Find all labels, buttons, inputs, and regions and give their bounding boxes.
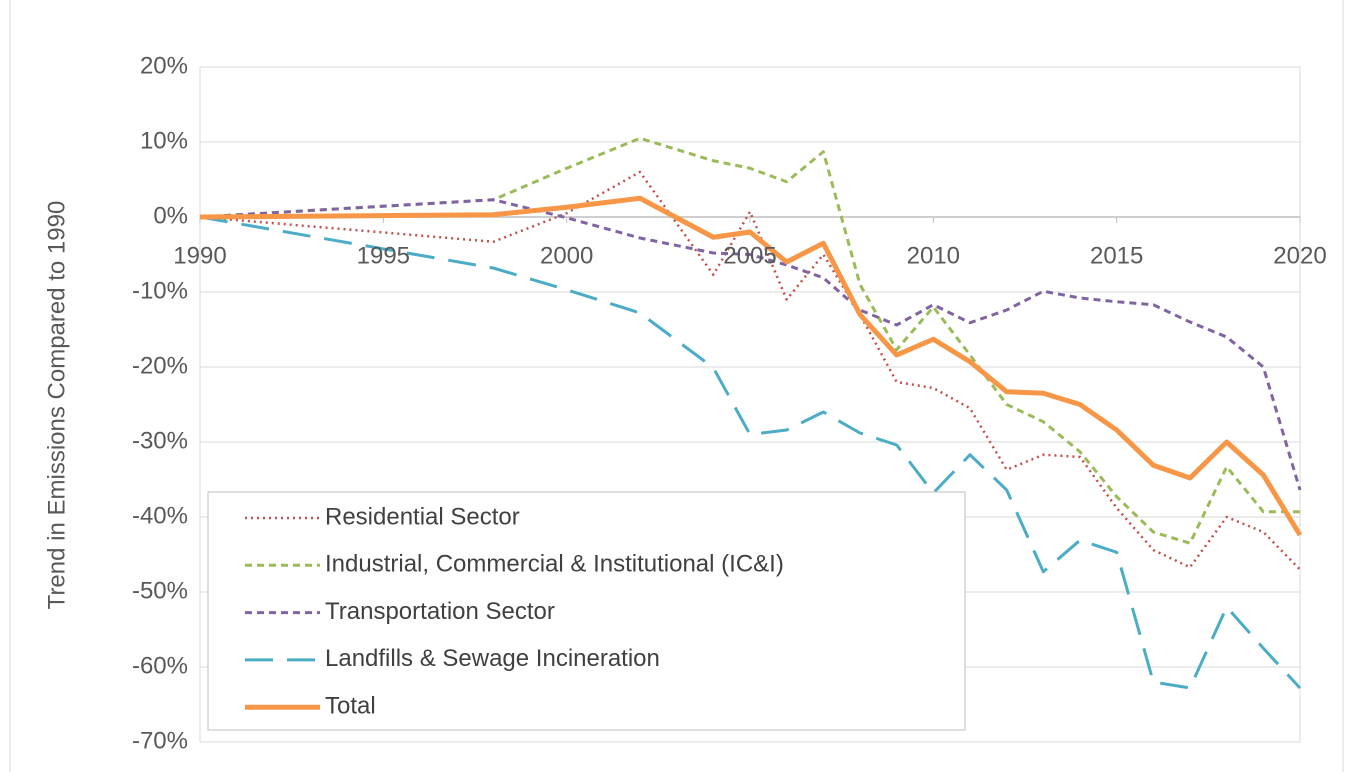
x-tick-label: 2020 <box>1273 242 1326 269</box>
legend-label: Residential Sector <box>325 503 520 530</box>
legend-label: Transportation Sector <box>325 598 555 625</box>
x-tick-label: 2010 <box>907 242 960 269</box>
y-tick-label: -50% <box>132 577 188 604</box>
y-tick-label: 10% <box>140 127 188 154</box>
y-tick-label: -70% <box>132 727 188 754</box>
series-line <box>199 195 1303 537</box>
legend-label: Total <box>325 693 376 720</box>
y-tick-label: -20% <box>132 352 188 379</box>
y-tick-label: -30% <box>132 427 188 454</box>
legend-label: Landfills & Sewage Incineration <box>325 645 660 672</box>
y-tick-label: -60% <box>132 652 188 679</box>
x-tick-label: 2005 <box>723 242 776 269</box>
x-tick-label: 1990 <box>173 242 226 269</box>
y-tick-label: -10% <box>132 277 188 304</box>
series-line <box>199 136 1300 545</box>
series-line <box>199 215 1302 690</box>
x-tick-label: 2015 <box>1090 242 1143 269</box>
y-tick-label: -40% <box>132 502 188 529</box>
x-tick-label: 1995 <box>357 242 410 269</box>
y-tick-label: 0% <box>153 202 188 229</box>
x-tick-label: 2000 <box>540 242 593 269</box>
legend-box <box>207 491 966 731</box>
y-tick-label: 20% <box>140 52 188 79</box>
legend-label: Industrial, Commercial & Institutional (… <box>325 551 784 578</box>
series-line <box>199 170 1301 571</box>
series-line <box>199 198 1302 491</box>
y-axis-label: Trend in Emissions Compared to 1990 <box>43 201 70 610</box>
